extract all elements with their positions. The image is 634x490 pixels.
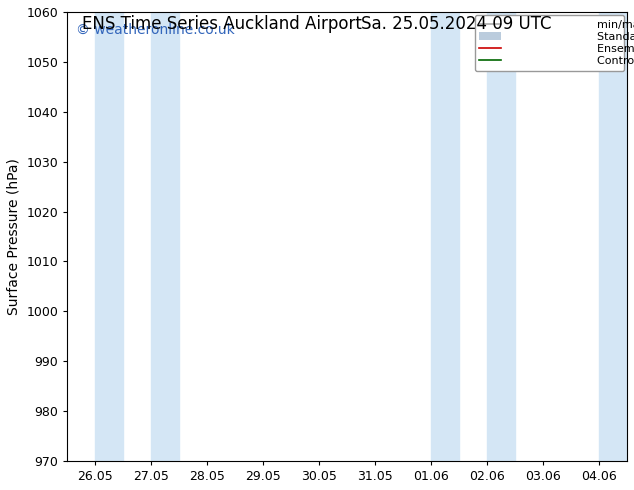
Legend: min/max, Standard deviation, Ensemble mean run, Controll run: min/max, Standard deviation, Ensemble me… — [475, 15, 624, 71]
Text: ENS Time Series Auckland Airport: ENS Time Series Auckland Airport — [82, 15, 362, 33]
Bar — [487, 12, 515, 461]
Bar — [431, 12, 459, 461]
Bar — [599, 12, 627, 461]
Y-axis label: Surface Pressure (hPa): Surface Pressure (hPa) — [7, 158, 21, 315]
Text: © weatheronline.co.uk: © weatheronline.co.uk — [76, 23, 235, 37]
Bar — [95, 12, 124, 461]
Bar — [152, 12, 179, 461]
Text: Sa. 25.05.2024 09 UTC: Sa. 25.05.2024 09 UTC — [361, 15, 552, 33]
